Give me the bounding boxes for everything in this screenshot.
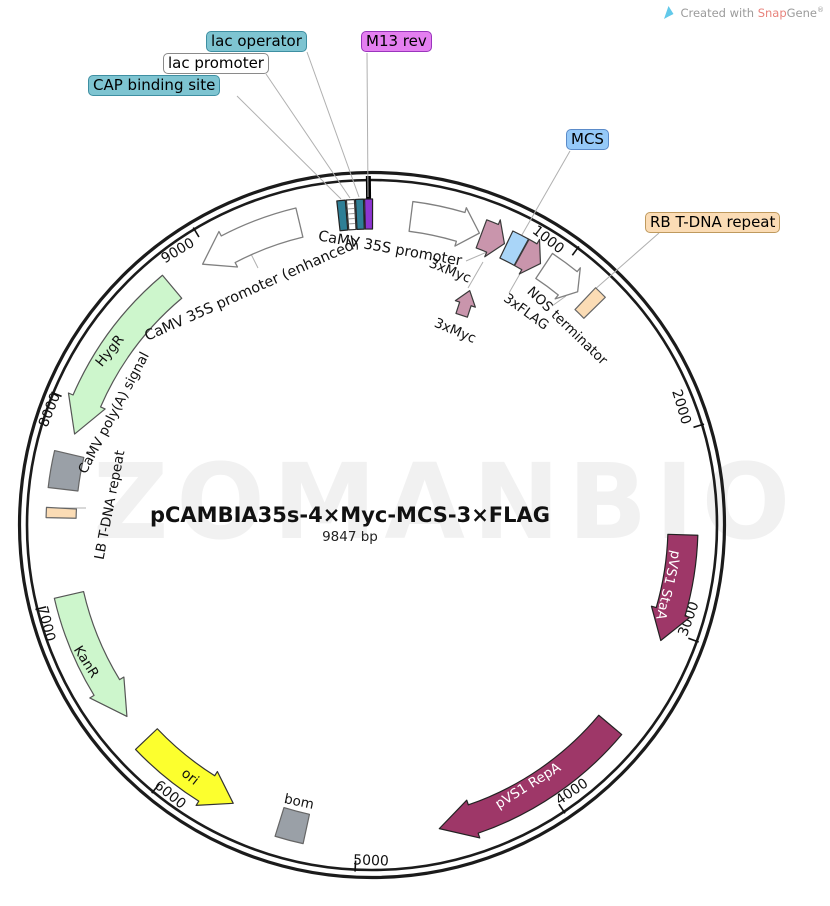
tick-4000: [558, 803, 566, 814]
feature-pvs1-repa[interactable]: [438, 714, 623, 839]
tick-2000: [693, 423, 705, 429]
tick-6000: [151, 784, 160, 794]
feature-3xmyc[interactable]: [475, 219, 506, 258]
feature-lac-operator[interactable]: [354, 198, 365, 230]
leader-line-2: [306, 51, 360, 198]
feature-cap-binding-site[interactable]: [336, 199, 349, 232]
feature-nos-terminator[interactable]: [535, 252, 581, 300]
feature-rb-t-dna-repeat[interactable]: [574, 287, 606, 319]
feature-kanr[interactable]: [53, 590, 128, 718]
feature-m13-rev[interactable]: [364, 198, 374, 230]
backbone-ring-inner: [25, 178, 719, 872]
feature-bom[interactable]: [274, 807, 311, 845]
feature-pvs1-staa[interactable]: [650, 533, 699, 642]
feature-ori[interactable]: [134, 728, 234, 806]
snapgene-credit: Created with SnapGene®: [662, 5, 824, 20]
leader-line-6: [465, 251, 488, 262]
leader-line-3: [366, 52, 369, 198]
callout-mcs[interactable]: MCS: [566, 129, 609, 150]
feature-label-lb-t-dna-repeat: LB T-DNA repeat: [92, 449, 129, 561]
leader-line-1: [265, 73, 351, 199]
leader-line-0: [236, 95, 342, 200]
feature-camv-35s-promoter-enhanced[interactable]: [201, 207, 304, 268]
tick-label-5000: 5000: [353, 852, 389, 869]
callout-lac-promoter[interactable]: lac promoter: [163, 53, 269, 74]
plasmid-name: pCAMBIA35s-4×Myc-MCS-3×FLAG: [149, 503, 551, 527]
tick-9000: [192, 227, 200, 238]
leader-line-5: [592, 232, 660, 292]
leader-line-8: [508, 271, 522, 294]
callout-rb-t-dna-repeat[interactable]: RB T-DNA repeat: [645, 212, 781, 233]
backbone-ring-outer: [17, 170, 727, 880]
callout-m13-rev[interactable]: M13 rev: [361, 31, 432, 52]
feature-camv-35s-promoter[interactable]: [408, 200, 481, 247]
callout-lac-operator[interactable]: lac operator: [206, 31, 307, 52]
feature-hygr[interactable]: [67, 274, 183, 435]
plasmid-size: 9847 bp: [322, 529, 378, 545]
leader-line-9: [551, 295, 567, 307]
feature-label-3xmyc: 3xMyc: [432, 315, 478, 347]
tick-8000: [51, 391, 62, 398]
leader-line-7: [467, 261, 484, 289]
feature-3xmyc-glyph[interactable]: [452, 287, 480, 318]
feature-3xflag[interactable]: [514, 238, 542, 275]
credit-text: Created with SnapGene®: [680, 5, 824, 20]
callout-cap-binding-site[interactable]: CAP binding site: [88, 75, 221, 96]
tick-5000: [354, 860, 357, 872]
leader-line-4: [518, 150, 571, 241]
tick-3000: [688, 637, 699, 643]
tick-7000: [35, 606, 47, 611]
feature-label-bom: bom: [283, 791, 316, 813]
feature-camv-poly-a-signal[interactable]: [47, 449, 85, 492]
plasmid-title-block: pCAMBIA35s-4×Myc-MCS-3×FLAG 9847 bp: [150, 503, 550, 545]
feature-lb-t-dna-repeat[interactable]: [45, 506, 78, 519]
tick-1000: [571, 245, 580, 256]
feature-lac-promoter[interactable]: [345, 198, 357, 231]
snapgene-logo-icon: [664, 6, 674, 19]
